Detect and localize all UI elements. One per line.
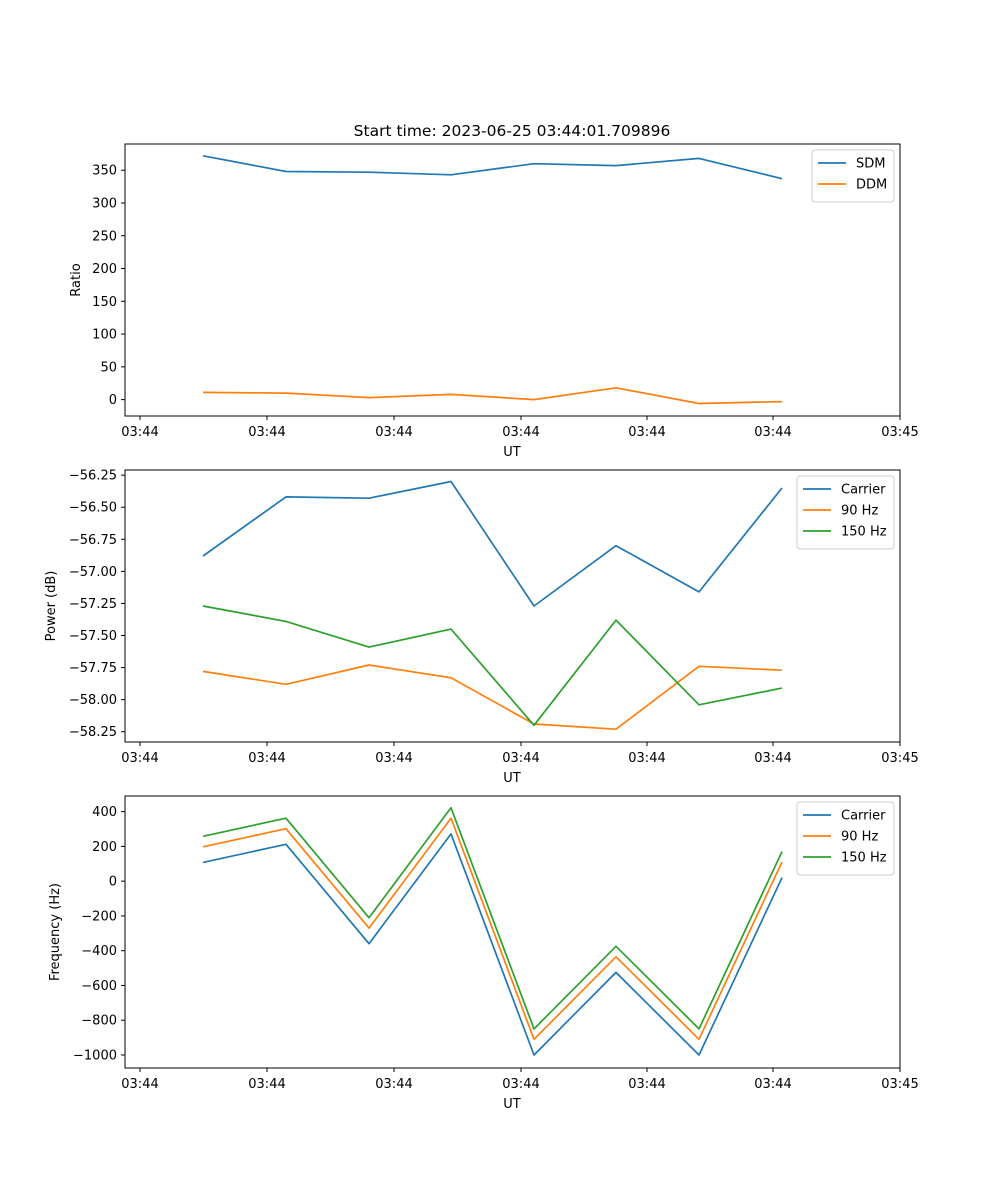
y-tick-label: 0 bbox=[109, 875, 117, 890]
legend-label: 90 Hz bbox=[841, 504, 878, 519]
y-tick-label: −1000 bbox=[73, 1048, 117, 1063]
y-tick-label: 100 bbox=[92, 328, 117, 343]
axes-frame bbox=[124, 143, 901, 417]
y-tick-label: 50 bbox=[100, 360, 117, 375]
legend-label: DDM bbox=[856, 178, 887, 193]
x-tick-label: 03:44 bbox=[121, 751, 158, 766]
y-axis-label: Ratio bbox=[69, 263, 84, 296]
x-tick-label: 03:44 bbox=[248, 1077, 285, 1092]
y-tick-label: −600 bbox=[81, 979, 117, 994]
y-tick-label: 300 bbox=[92, 196, 117, 211]
power-panel: 03:44 03:44 03:44 03:44 03:44 03:44 03:45 −58.2… bbox=[44, 469, 919, 786]
x-tick-label: 03:44 bbox=[375, 425, 412, 440]
y-tick-label: −58.00 bbox=[69, 693, 117, 708]
x-tick-label: 03:45 bbox=[881, 751, 918, 766]
y-tick-label: −56.25 bbox=[69, 469, 117, 484]
series-line-90-hz bbox=[202, 664, 783, 731]
x-tick-label: 03:44 bbox=[628, 1077, 665, 1092]
y-tick-label: 0 bbox=[109, 393, 117, 408]
x-axis-label: UT bbox=[503, 771, 521, 786]
series-line-sdm bbox=[202, 154, 783, 180]
legend-label: SDM bbox=[856, 157, 885, 172]
series-line-150-hz bbox=[202, 605, 783, 727]
x-tick-label: 03:45 bbox=[881, 425, 918, 440]
x-tick-label: 03:44 bbox=[754, 425, 791, 440]
legend-label: Carrier bbox=[841, 483, 886, 498]
chart-title: Start time: 2023-06-25 03:44:01.709896 bbox=[354, 122, 671, 140]
legend-label: Carrier bbox=[841, 809, 886, 824]
legend-label: 150 Hz bbox=[841, 851, 887, 866]
y-tick-label: −400 bbox=[81, 944, 117, 959]
series-line-carrier bbox=[202, 480, 783, 607]
y-tick-label: −58.25 bbox=[69, 725, 117, 740]
y-tick-label: −57.50 bbox=[69, 629, 117, 644]
x-tick-label: 03:44 bbox=[628, 751, 665, 766]
axes-frame bbox=[124, 469, 901, 743]
series-line-ddm bbox=[202, 386, 783, 405]
y-axis-label: Frequency (Hz) bbox=[48, 883, 63, 981]
x-tick-label: 03:44 bbox=[375, 751, 412, 766]
legend-label: 150 Hz bbox=[841, 525, 887, 540]
x-tick-label: 03:44 bbox=[502, 425, 539, 440]
y-tick-label: 350 bbox=[92, 164, 117, 179]
series-line-90-hz bbox=[202, 817, 783, 1041]
x-tick-label: 03:44 bbox=[121, 1077, 158, 1092]
y-tick-label: −57.75 bbox=[69, 661, 117, 676]
x-tick-label: 03:44 bbox=[754, 751, 791, 766]
y-tick-label: −200 bbox=[81, 909, 117, 924]
y-tick-label: −800 bbox=[81, 1014, 117, 1029]
frequency-panel: 03:44 03:44 03:44 03:44 03:44 03:44 03:45 −1000… bbox=[48, 795, 919, 1112]
series-line-carrier bbox=[202, 833, 783, 1056]
x-tick-label: 03:44 bbox=[375, 1077, 412, 1092]
x-tick-label: 03:44 bbox=[502, 1077, 539, 1092]
x-tick-label: 03:44 bbox=[754, 1077, 791, 1092]
y-tick-label: −57.00 bbox=[69, 565, 117, 580]
axes-frame bbox=[124, 795, 901, 1069]
y-tick-label: −56.50 bbox=[69, 501, 117, 516]
y-axis-label: Power (dB) bbox=[44, 571, 59, 642]
x-tick-label: 03:44 bbox=[121, 425, 158, 440]
x-tick-label: 03:44 bbox=[248, 751, 285, 766]
y-tick-label: 250 bbox=[92, 229, 117, 244]
x-tick-label: 03:44 bbox=[628, 425, 665, 440]
x-tick-label: 03:44 bbox=[502, 751, 539, 766]
x-axis-label: UT bbox=[503, 445, 521, 460]
ratio-panel: 03:44 03:44 03:44 03:44 03:44 03:44 03:45 0 50 10… bbox=[69, 143, 919, 460]
y-tick-label: −56.75 bbox=[69, 533, 117, 548]
y-tick-label: 400 bbox=[92, 805, 117, 820]
x-tick-label: 03:44 bbox=[248, 425, 285, 440]
x-tick-label: 03:45 bbox=[881, 1077, 918, 1092]
x-axis-label: UT bbox=[503, 1097, 521, 1112]
y-tick-label: 200 bbox=[92, 262, 117, 277]
y-tick-label: 150 bbox=[92, 295, 117, 310]
y-tick-label: −57.25 bbox=[69, 597, 117, 612]
y-tick-label: 200 bbox=[92, 840, 117, 855]
series-line-150-hz bbox=[202, 806, 783, 1030]
legend-label: 90 Hz bbox=[841, 830, 878, 845]
